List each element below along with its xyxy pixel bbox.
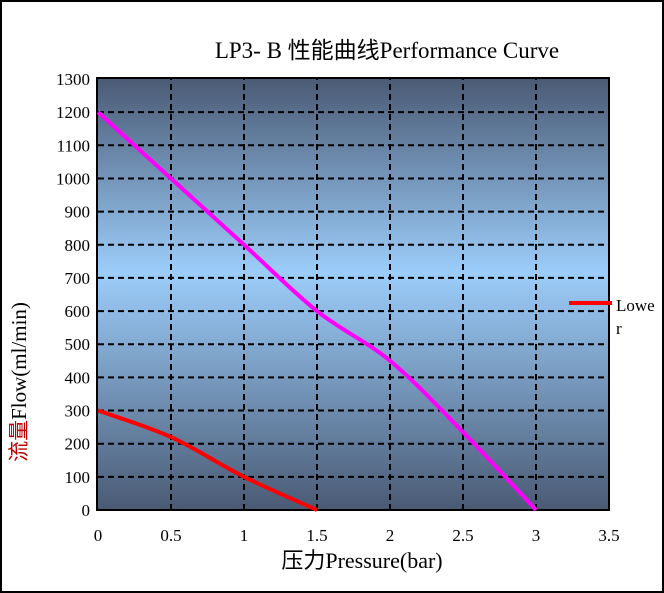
- legend-label-lower: Lowe r: [616, 296, 655, 338]
- x-tick-label: 1: [240, 526, 249, 545]
- y-tick-label: 1100: [57, 136, 90, 155]
- y-tick-label: 300: [65, 402, 91, 421]
- series-line-lower: [97, 408, 318, 512]
- y-tick-label: 0: [82, 501, 91, 520]
- x-tick-label: 3: [532, 526, 541, 545]
- x-tick-label: 3.5: [598, 526, 619, 545]
- x-tick-label: 2: [386, 526, 395, 545]
- y-tick-label: 200: [65, 435, 91, 454]
- plot-area: [96, 77, 610, 511]
- series-line-0: [96, 110, 538, 512]
- y-tick-label: 100: [65, 468, 91, 487]
- chart-title: LP3- B 性能曲线Performance Curve: [215, 38, 559, 63]
- y-tick-label: 800: [65, 236, 91, 255]
- y-tick-label: 400: [65, 368, 91, 387]
- y-tick-label: 600: [65, 302, 91, 321]
- x-axis-label: 压力Pressure(bar): [281, 548, 442, 573]
- y-axis-label: 流量Flow(ml/min): [7, 302, 31, 462]
- y-tick-label: 1200: [56, 103, 90, 122]
- y-tick-label: 1300: [56, 70, 90, 89]
- y-tick-label: 1000: [56, 169, 90, 188]
- x-tick-label: 1.5: [306, 526, 327, 545]
- y-tick-label: 700: [65, 269, 91, 288]
- x-tick-label: 2.5: [452, 526, 473, 545]
- x-tick-label: 0: [94, 526, 103, 545]
- y-tick-label: 500: [65, 335, 91, 354]
- y-tick-label: 900: [65, 203, 91, 222]
- x-tick-label: 0.5: [160, 526, 181, 545]
